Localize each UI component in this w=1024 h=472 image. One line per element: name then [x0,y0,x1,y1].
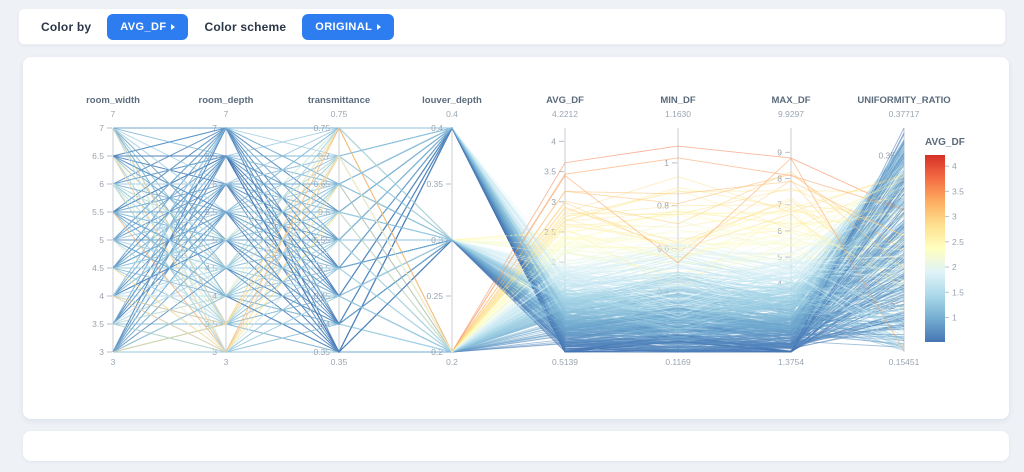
legend-tick-label: 1 [952,312,957,322]
axis-min-label: 0.35 [331,357,348,367]
axis-max-label: 1.1630 [665,109,691,119]
parallel-coordinates-chart[interactable]: 33.544.555.566.57room_width7333.544.555.… [23,57,1009,419]
axis-tick-label: 0.8 [657,201,669,211]
color-by-dropdown-value: AVG_DF [120,20,167,33]
axis-tick-label: 8 [777,174,782,184]
axis-tick-label: 4 [99,291,104,301]
axis-title: AVG_DF [546,95,584,106]
axis-title: transmittance [308,95,370,106]
axis-tick-label: 1 [664,158,669,168]
axis-title: UNIFORMITY_RATIO [857,95,950,106]
axis-min-label: 0.5139 [552,357,578,367]
axis-max-label: 9.9297 [778,109,804,119]
axis-tick-label: 3 [551,197,556,207]
axis-title: room_depth [199,95,254,106]
axis-min-label: 1.3754 [778,357,804,367]
axis-max-label: 0.4 [446,109,458,119]
legend-gradient-bar [925,155,945,342]
axis-tick-label: 5.5 [92,207,104,217]
axis-max-label: 0.75 [331,109,348,119]
legend-tick-label: 2 [952,262,957,272]
legend-tick-label: 3.5 [952,186,964,196]
axis-tick-label: 3.5 [544,167,556,177]
axis-tick-label: 4 [777,278,782,288]
axis-min-label: 0.1169 [665,357,691,367]
legend-tick-label: 2.5 [952,237,964,247]
axis-tick-label: 5 [99,235,104,245]
axis-tick-label: 4.5 [92,263,104,273]
axis-title: MAX_DF [771,95,810,106]
color-by-label: Color by [41,19,92,34]
toolbar: Color by AVG_DF Color scheme ORIGINAL [18,8,1006,45]
axis-min-label: 3 [224,357,229,367]
legend-tick-label: 3 [952,212,957,222]
axis-min-label: 0.15451 [889,357,920,367]
axis-max-label: 7 [111,109,116,119]
caret-right-icon [171,23,176,30]
color-scheme-dropdown-value: ORIGINAL [315,20,373,33]
pc-lines [112,127,905,353]
axis-title: louver_depth [422,95,482,106]
color-legend: AVG_DF 4 3.5 3 2.5 2 1.5 1 [925,137,965,342]
parallel-coordinates-card: 3 3.5 4 4.5 5 5.5 6 6.5 7 room_width 7 3 3 3.5 4 4.5 5 5.… [23,57,1009,419]
caret-right-icon [377,23,382,30]
axis-title: room_width [86,95,140,106]
color-by-dropdown-button[interactable]: AVG_DF [107,13,189,40]
axis-min-label: 3 [111,357,116,367]
pc-axis-transmittance[interactable]: 0.350.40.450.50.550.60.650.70.75transmit… [308,95,370,367]
axis-tick-label: 0.25 [426,291,443,301]
axis-max-label: 7 [224,109,229,119]
axis-tick-label: 3.5 [92,319,104,329]
color-scheme-dropdown-button[interactable]: ORIGINAL [302,13,395,40]
axis-title: MIN_DF [660,95,696,106]
axis-tick-label: 6 [99,179,104,189]
color-scheme-label: Color scheme [204,19,287,34]
axis-tick-label: 4 [551,136,556,146]
legend-tick-label: 4 [952,161,957,171]
bottom-card [23,431,1009,461]
axis-tick-label: 6.5 [92,151,104,161]
pc-axis-room_width[interactable]: 3 3.5 4 4.5 5 5.5 6 6.5 7 room_width 7 3 [86,95,140,367]
axis-tick-label: 7 [99,123,104,133]
legend-title: AVG_DF [925,137,965,148]
legend-tick-label: 1.5 [952,287,964,297]
axis-tick-label: 0.35 [426,179,443,189]
axis-tick-label: 3 [99,347,104,357]
axis-tick-label: 9 [777,147,782,157]
axis-max-label: 0.37717 [889,109,920,119]
axis-tick-label: 0.2 [657,329,669,339]
axis-tick-label: 0.35 [878,150,895,160]
axis-min-label: 0.2 [446,357,458,367]
axis-max-label: 4.2212 [552,109,578,119]
